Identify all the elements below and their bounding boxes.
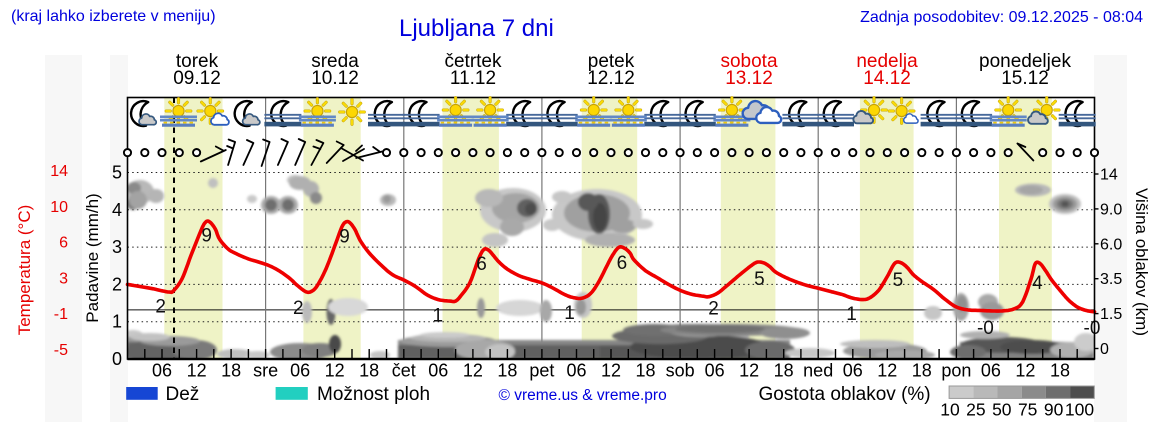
svg-text:5: 5 — [754, 269, 765, 290]
svg-text:1: 1 — [846, 304, 857, 325]
svg-text:14: 14 — [50, 163, 68, 180]
svg-text:6: 6 — [617, 253, 628, 274]
svg-text:06: 06 — [981, 361, 1001, 381]
svg-text:3.5: 3.5 — [1100, 271, 1122, 288]
svg-text:25: 25 — [966, 400, 985, 420]
svg-text:06: 06 — [705, 361, 725, 381]
svg-text:12: 12 — [325, 361, 345, 381]
svg-text:5: 5 — [893, 270, 904, 291]
svg-text:75: 75 — [1018, 400, 1037, 420]
svg-text:3: 3 — [112, 237, 122, 257]
svg-text:06: 06 — [566, 361, 586, 381]
svg-text:6: 6 — [476, 254, 487, 275]
svg-text:Padavine (mm/h): Padavine (mm/h) — [83, 193, 102, 322]
svg-text:pet: pet — [529, 361, 554, 381]
svg-text:© vreme.us & vreme.pro: © vreme.us & vreme.pro — [499, 387, 667, 404]
svg-text:Temperatura (°C): Temperatura (°C) — [15, 205, 34, 336]
svg-text:čet: čet — [392, 361, 416, 381]
svg-text:1: 1 — [564, 303, 575, 324]
svg-text:6: 6 — [59, 235, 68, 252]
svg-text:18: 18 — [912, 361, 932, 381]
svg-text:10: 10 — [50, 199, 68, 216]
svg-text:0: 0 — [1100, 341, 1109, 358]
svg-text:9: 9 — [201, 226, 212, 247]
svg-text:06: 06 — [152, 361, 172, 381]
svg-text:4: 4 — [112, 200, 122, 220]
svg-text:Možnost ploh: Možnost ploh — [317, 384, 430, 405]
svg-text:0: 0 — [112, 349, 122, 369]
svg-text:5: 5 — [112, 163, 122, 183]
svg-text:18: 18 — [221, 361, 241, 381]
svg-text:12: 12 — [601, 361, 621, 381]
svg-text:2: 2 — [112, 274, 122, 294]
svg-text:06: 06 — [843, 361, 863, 381]
svg-text:-0: -0 — [1084, 318, 1101, 339]
svg-text:2: 2 — [293, 298, 304, 319]
svg-text:9: 9 — [339, 227, 350, 248]
svg-text:Gostota oblakov (%): Gostota oblakov (%) — [759, 384, 931, 405]
svg-text:06: 06 — [290, 361, 310, 381]
svg-text:9.0: 9.0 — [1100, 201, 1122, 218]
svg-text:2: 2 — [155, 297, 166, 318]
svg-text:pon: pon — [941, 361, 971, 381]
svg-text:Višina oblakov (km): Višina oblakov (km) — [1132, 188, 1151, 336]
svg-text:10: 10 — [940, 400, 960, 420]
svg-text:-0: -0 — [977, 318, 994, 339]
svg-text:sre: sre — [253, 361, 278, 381]
svg-text:14: 14 — [1100, 167, 1118, 184]
svg-text:12: 12 — [739, 361, 759, 381]
svg-text:-5: -5 — [54, 342, 68, 359]
svg-text:1: 1 — [112, 312, 122, 332]
svg-text:18: 18 — [774, 361, 794, 381]
svg-text:sob: sob — [666, 361, 695, 381]
svg-text:1.5: 1.5 — [1100, 306, 1122, 323]
svg-text:100: 100 — [1065, 400, 1094, 420]
svg-text:18: 18 — [359, 361, 379, 381]
svg-text:06: 06 — [428, 361, 448, 381]
svg-text:4: 4 — [1032, 273, 1043, 294]
svg-text:2: 2 — [708, 299, 719, 320]
svg-text:12: 12 — [877, 361, 897, 381]
svg-text:-1: -1 — [54, 306, 68, 323]
svg-text:6.0: 6.0 — [1100, 236, 1122, 253]
svg-text:Dež: Dež — [166, 384, 200, 405]
svg-text:18: 18 — [497, 361, 517, 381]
svg-text:12: 12 — [187, 361, 207, 381]
svg-text:12: 12 — [463, 361, 483, 381]
svg-text:3: 3 — [59, 270, 68, 287]
svg-text:18: 18 — [635, 361, 655, 381]
svg-text:12: 12 — [1015, 361, 1035, 381]
svg-text:ned: ned — [803, 361, 833, 381]
svg-text:18: 18 — [1050, 361, 1070, 381]
svg-text:50: 50 — [992, 400, 1012, 420]
svg-text:1: 1 — [433, 306, 444, 327]
svg-text:90: 90 — [1044, 400, 1064, 420]
